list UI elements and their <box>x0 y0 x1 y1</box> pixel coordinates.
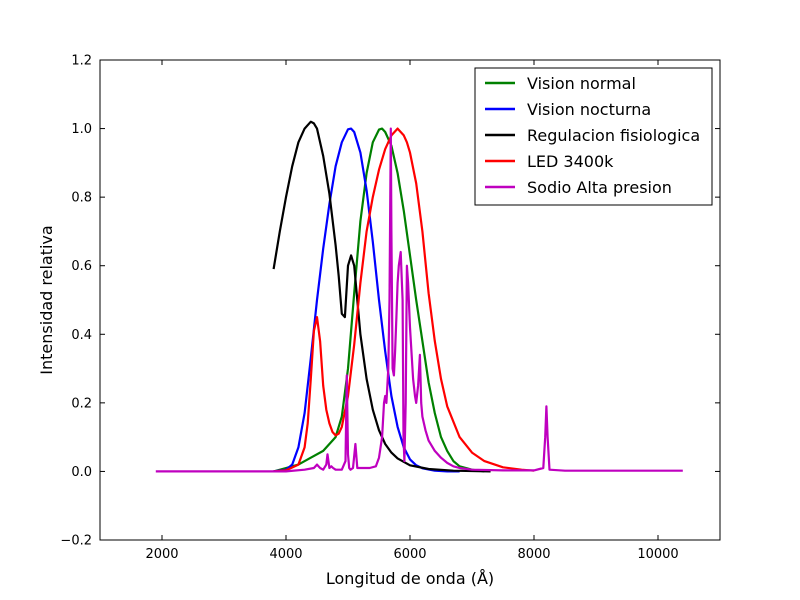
x-tick-label: 6000 <box>393 547 426 562</box>
y-tick-label: 1.0 <box>71 122 92 137</box>
y-tick-label: 0.0 <box>71 465 92 480</box>
series-line-vision-nocturna <box>273 127 460 473</box>
series-line-sodio-alta-presion <box>155 127 683 473</box>
y-tick-label: −0.2 <box>60 534 92 549</box>
ticks-layer: 2000 4000 6000 8000 10000 −0.2 0.0 0.2 0.4 0.6 0.8… <box>60 54 720 562</box>
legend-box <box>474 67 713 206</box>
x-tick-label: 8000 <box>517 547 550 562</box>
y-tick-label: 1.2 <box>71 54 92 69</box>
y-tick-label: 0.2 <box>71 396 92 411</box>
legend-label-sodio-alta-presion: Sodio Alta presion <box>527 178 672 197</box>
x-tick-label: 4000 <box>269 547 302 562</box>
series-line-vision-normal <box>273 127 485 473</box>
y-tick-label: 0.6 <box>71 259 92 274</box>
legend-label-regulacion-fisiologica: Regulacion fisiologica <box>527 126 700 145</box>
series-line-regulacion-fisiologica <box>272 120 491 473</box>
y-tick-label: 0.4 <box>71 328 92 343</box>
x-axis-title: Longitud de onda (Å) <box>326 569 494 588</box>
series-layer <box>155 120 683 473</box>
y-axis-title: Intensidad relativa <box>37 225 56 374</box>
legend-label-vision-normal: Vision normal <box>527 74 636 93</box>
legend-label-led-3400k: LED 3400k <box>527 152 614 171</box>
x-tick-label: 2000 <box>145 547 178 562</box>
legend: Vision normal Vision nocturna Regulacion… <box>474 67 713 206</box>
x-tick-label: 10000 <box>637 547 678 562</box>
series-line-led-3400k <box>273 127 535 473</box>
legend-label-vision-nocturna: Vision nocturna <box>527 100 651 119</box>
y-tick-label: 0.8 <box>71 191 92 206</box>
